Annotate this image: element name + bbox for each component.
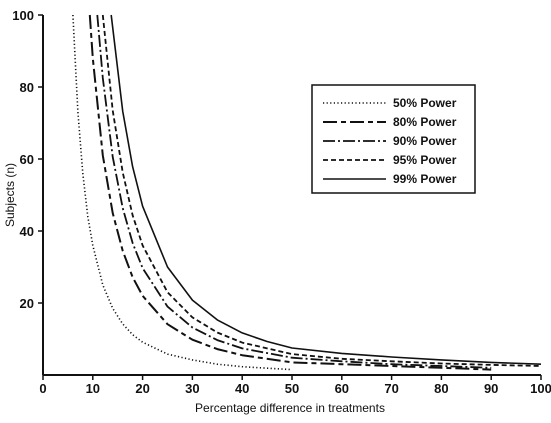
x-tick-label: 40 <box>235 381 249 396</box>
x-ticks: 0 10 20 30 40 50 60 70 80 90 100 <box>39 375 551 396</box>
series-line-5 <box>110 14 542 365</box>
y-ticks: 20 40 60 80 100 <box>12 8 43 311</box>
legend-label: 50% Power <box>393 96 457 110</box>
series-line-3 <box>96 14 492 369</box>
legend-box <box>311 84 476 194</box>
x-tick-label: 20 <box>135 381 149 396</box>
y-axis-title: Subjects (n) <box>3 163 17 227</box>
series-line-2 <box>88 14 492 371</box>
y-tick-label: 100 <box>12 8 34 23</box>
x-tick-label: 50 <box>285 381 299 396</box>
y-tick-label: 60 <box>20 152 34 167</box>
x-tick-label: 70 <box>384 381 398 396</box>
legend-label: 95% Power <box>393 153 457 167</box>
x-axis-title: Percentage difference in treatments <box>195 401 385 415</box>
x-tick-label: 100 <box>530 381 551 396</box>
y-tick-label: 40 <box>20 224 34 239</box>
legend: 50% Power 80% Power 90% Power 95% Power 99% … <box>311 84 476 194</box>
series-line-1 <box>72 14 293 371</box>
x-tick-label: 80 <box>434 381 448 396</box>
plot-area <box>72 14 542 371</box>
legend-label: 80% Power <box>393 115 457 129</box>
x-tick-label: 90 <box>484 381 498 396</box>
legend-label: 90% Power <box>393 134 457 148</box>
x-tick-label: 0 <box>39 381 46 396</box>
y-tick-label: 80 <box>20 80 34 95</box>
x-tick-label: 60 <box>335 381 349 396</box>
series-line-4 <box>101 14 542 367</box>
legend-label: 99% Power <box>393 172 457 186</box>
x-tick-label: 30 <box>185 381 199 396</box>
x-tick-label: 10 <box>86 381 100 396</box>
y-tick-label: 20 <box>20 296 34 311</box>
